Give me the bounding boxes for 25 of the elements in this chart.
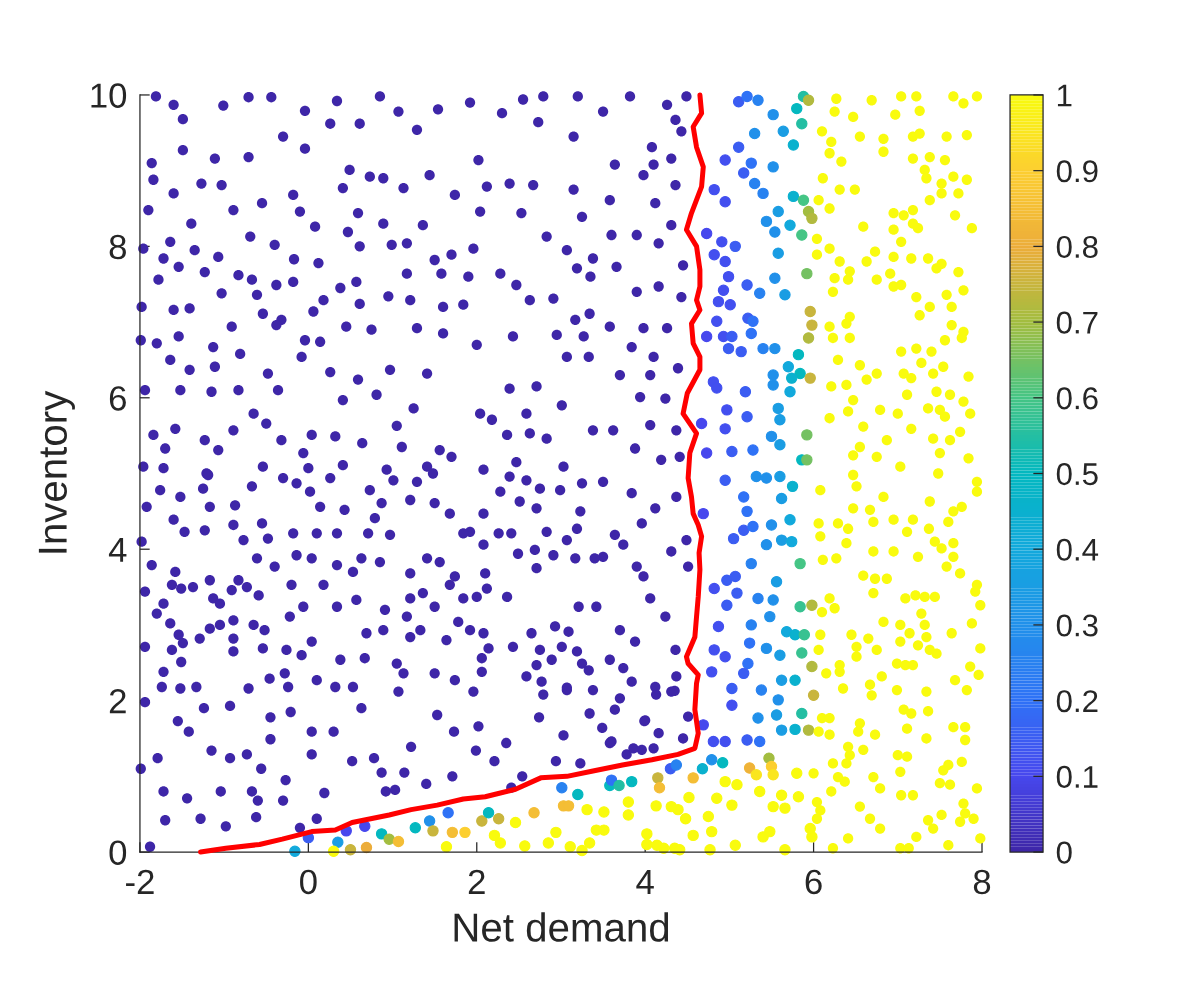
color-bar-label: 0.2 (1056, 690, 1098, 713)
x-tick-label: 8 (973, 869, 991, 895)
x-tick-label: 0 (300, 869, 317, 895)
x-axis-title: Net demand (454, 912, 669, 942)
x-tick-label: -2 (126, 869, 154, 894)
x-tick-label: 2 (468, 869, 485, 894)
y-axis-title: Inventory (38, 390, 75, 553)
y-tick-label: 8 (109, 234, 126, 260)
color-bar-label: 0.3 (1056, 614, 1098, 637)
y-tick-label: 4 (108, 537, 127, 562)
color-bar-label: 0.5 (1056, 463, 1098, 486)
y-tick-label: 0 (109, 840, 127, 865)
x-tick-label: 4 (636, 869, 654, 894)
color-bar-label: 0.6 (1056, 387, 1098, 410)
color-bar-label: 0.4 (1056, 538, 1099, 561)
color-bar-label: 0.8 (1056, 235, 1098, 258)
y-tick-label: 2 (109, 688, 126, 714)
x-tick-label: 6 (805, 869, 822, 895)
y-tick-label: 6 (109, 386, 126, 411)
color-bar-label: 0.7 (1056, 311, 1098, 334)
color-bar-label: 0.9 (1056, 160, 1098, 183)
color-bar-label: 1 (1057, 84, 1072, 107)
color-bar-label: 0.1 (1056, 765, 1098, 788)
y-tick-label: 10 (91, 83, 127, 108)
color-bar-label: 0 (1056, 841, 1072, 864)
